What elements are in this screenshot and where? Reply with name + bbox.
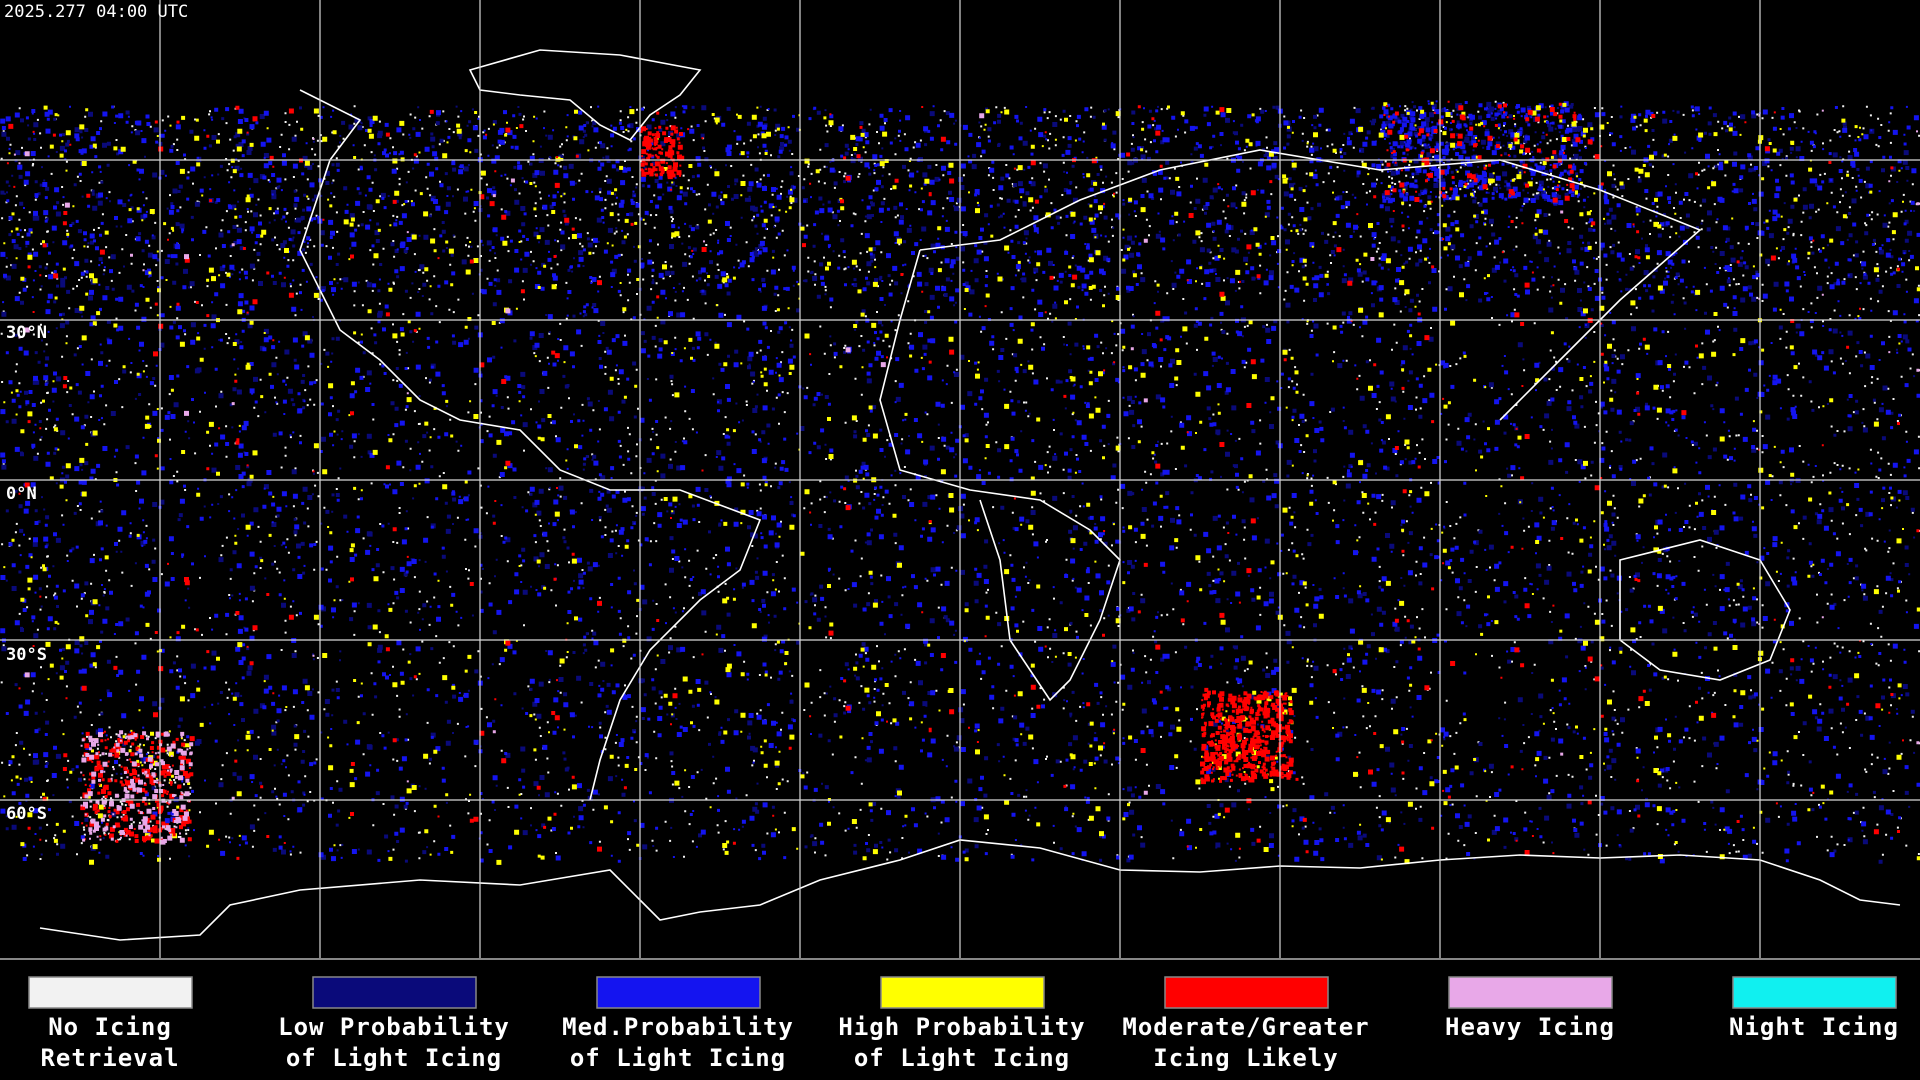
legend-label: No Icing — [48, 1013, 172, 1041]
legend-label: Night Icing — [1729, 1013, 1899, 1041]
legend-swatch — [880, 976, 1045, 1009]
graticule — [0, 0, 1920, 960]
legend-label: Med.Probability — [562, 1013, 794, 1041]
legend-swatch — [596, 976, 761, 1009]
legend-swatch — [1732, 976, 1897, 1009]
legend-label: Heavy Icing — [1445, 1013, 1615, 1041]
legend-swatch — [312, 976, 477, 1009]
legend-label: Retrieval — [40, 1044, 179, 1072]
americas-coast — [299, 89, 762, 801]
lat-label: 30°N — [6, 323, 47, 343]
legend-label: High Probability — [838, 1013, 1085, 1041]
legend-label: Low Probability — [278, 1013, 510, 1041]
legend-swatch — [1164, 976, 1329, 1009]
legend-label: Moderate/Greater — [1122, 1013, 1369, 1041]
lat-label: 60°S — [6, 804, 47, 824]
antarctica-coast — [39, 839, 1901, 941]
legend-swatch — [1448, 976, 1613, 1009]
lat-label: 30°S — [6, 645, 47, 665]
lat-label: 0°N — [6, 484, 37, 504]
legend-label: of Light Icing — [854, 1044, 1070, 1072]
legend-label: of Light Icing — [570, 1044, 786, 1072]
legend: No Icing Retrieval Low Probability of Light… — [28, 976, 1899, 1072]
legend-label: of Light Icing — [286, 1044, 502, 1072]
icing-pixels — [0, 101, 1916, 864]
timestamp: 2025.277 04:00 UTC — [4, 2, 188, 22]
australia-coast — [1619, 539, 1791, 681]
legend-swatch — [28, 976, 193, 1009]
legend-label: Icing Likely — [1153, 1044, 1338, 1072]
